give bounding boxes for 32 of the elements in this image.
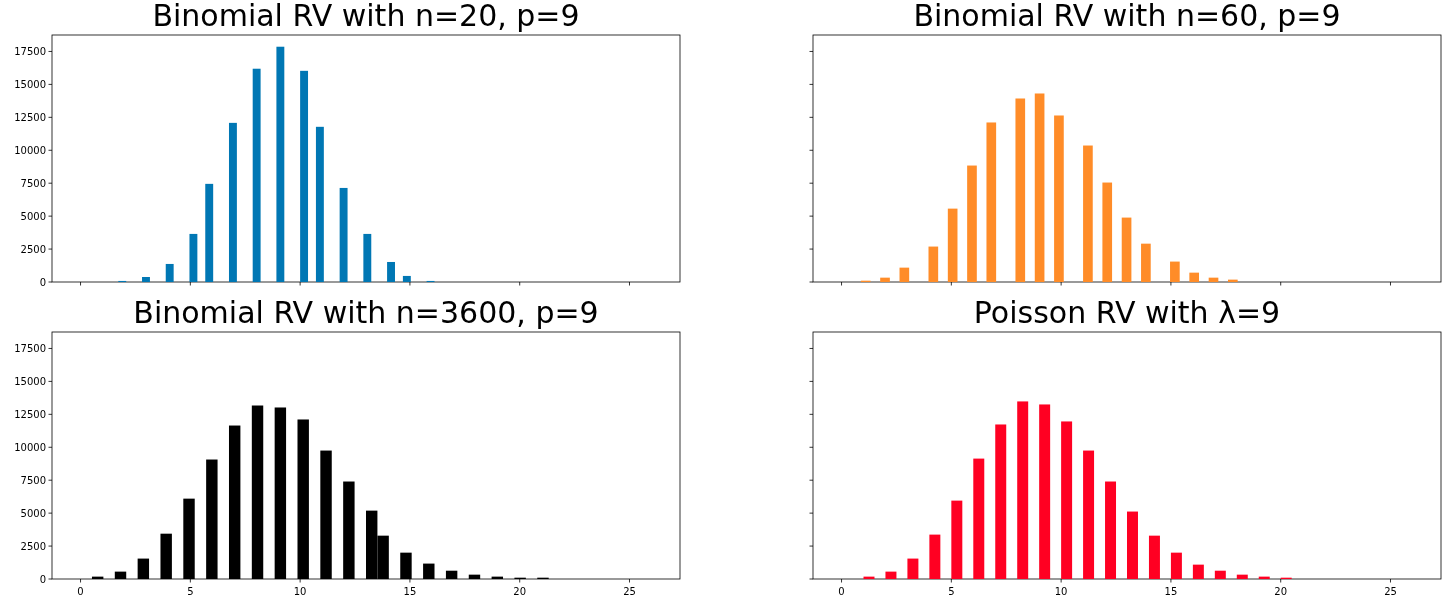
chart-title: Poisson RV with λ=9: [973, 295, 1281, 330]
y-tick-label: 0: [39, 573, 46, 585]
chart-title: Binomial RV with n=20, p=9: [152, 0, 580, 33]
chart-title: Binomial RV with n=3600, p=9: [133, 295, 599, 330]
y-tick-label: 5000: [20, 507, 46, 519]
x-tick-label: 0: [77, 586, 84, 597]
y-tick-label: 5000: [20, 210, 46, 222]
y-tick-label: 0: [39, 276, 46, 288]
y-tick-label: 2500: [20, 243, 46, 255]
x-tick-label: 25: [1384, 586, 1397, 597]
x-tick-label: 10: [293, 586, 307, 597]
y-tick-label: 7500: [20, 474, 46, 486]
x-tick-label: 25: [623, 586, 636, 597]
y-tick-label: 17500: [14, 342, 46, 354]
x-tick-label: 20: [513, 586, 527, 597]
x-tick-label: 10: [1054, 586, 1068, 597]
x-tick-label: 15: [403, 586, 417, 597]
x-tick-label: 5: [187, 586, 194, 597]
y-tick-label: 2500: [20, 540, 46, 552]
chart-title: Binomial RV with n=60, p=9: [913, 0, 1341, 33]
y-tick-label: 15000: [14, 78, 46, 90]
x-tick-label: 20: [1274, 586, 1288, 597]
y-tick-label: 10000: [14, 441, 46, 453]
y-tick-label: 12500: [14, 408, 46, 420]
x-tick-label: 5: [948, 586, 955, 597]
y-tick-label: 10000: [14, 144, 46, 156]
y-tick-label: 15000: [14, 375, 46, 387]
x-tick-label: 15: [1164, 586, 1178, 597]
y-tick-label: 12500: [14, 111, 46, 123]
y-tick-label: 17500: [14, 45, 46, 57]
x-tick-label: 0: [838, 586, 845, 597]
y-tick-label: 7500: [20, 177, 46, 189]
